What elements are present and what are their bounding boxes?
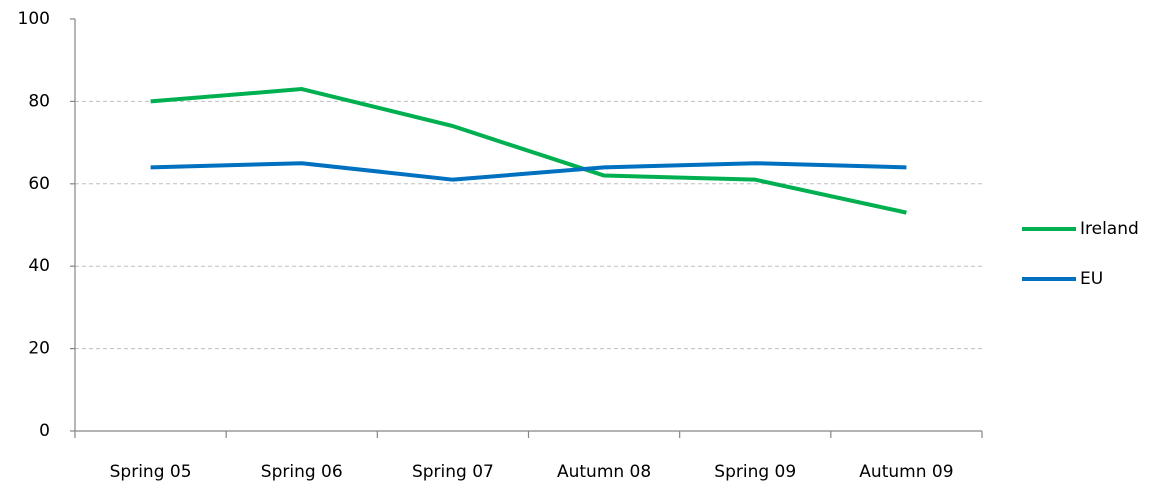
series-line bbox=[150, 87, 907, 215]
x-tick-label: Spring 09 bbox=[714, 462, 796, 482]
series-line bbox=[150, 161, 907, 182]
y-tick-label: 40 bbox=[28, 256, 50, 276]
x-tick-label: Spring 07 bbox=[412, 462, 494, 482]
legend-label: Ireland bbox=[1080, 219, 1139, 239]
y-tick-label: 20 bbox=[28, 339, 50, 359]
x-tick-label: Autumn 08 bbox=[557, 462, 651, 482]
y-tick-label: 60 bbox=[28, 174, 50, 194]
x-tick-label: Spring 06 bbox=[261, 462, 343, 482]
y-tick-label: 0 bbox=[39, 421, 50, 441]
legend-label: EU bbox=[1080, 269, 1103, 289]
y-tick-label: 100 bbox=[18, 9, 50, 29]
y-tick-label: 80 bbox=[28, 91, 50, 111]
x-tick-label: Autumn 09 bbox=[859, 462, 953, 482]
x-tick-label: Spring 05 bbox=[110, 462, 192, 482]
